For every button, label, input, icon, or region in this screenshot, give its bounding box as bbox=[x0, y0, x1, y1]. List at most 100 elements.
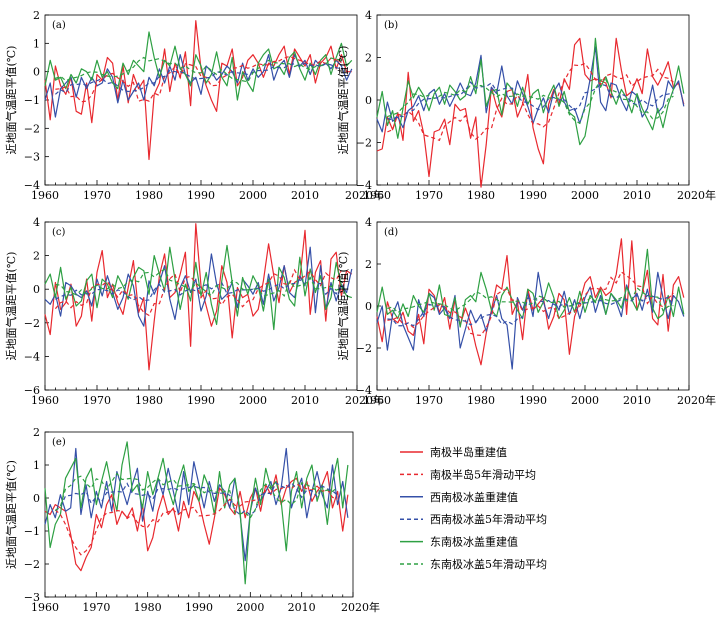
moving-average-line-red bbox=[55, 55, 342, 103]
y-axis-label: 近地面气温距平值(℃) bbox=[4, 460, 18, 569]
panel-label: (b) bbox=[384, 20, 398, 31]
y-tick-label: −6 bbox=[24, 384, 40, 397]
x-tick-label: 1990 bbox=[185, 601, 213, 614]
x-tick-label: 2020年 bbox=[345, 393, 384, 407]
x-tick-label: 2000 bbox=[239, 189, 267, 202]
moving-average-line-red bbox=[54, 268, 342, 317]
x-tick-label: 1960 bbox=[31, 189, 59, 202]
x-tick-label: 2000 bbox=[571, 189, 599, 202]
x-tick-label: 2000 bbox=[571, 394, 599, 407]
y-axis-label: 近地面气温距平值(℃) bbox=[336, 46, 350, 155]
x-tick-label: 1970 bbox=[83, 394, 111, 407]
moving-average-line-green bbox=[55, 268, 342, 298]
y-axis-label: 近地面气温距平值(℃) bbox=[4, 252, 18, 361]
series-line-blue bbox=[44, 246, 353, 327]
y-tick-label: −2 bbox=[24, 122, 40, 135]
legend-label: 南极半岛重建值 bbox=[430, 445, 507, 459]
legend-label: 东南极冰盖5年滑动平均 bbox=[430, 557, 547, 571]
series-line-green bbox=[376, 37, 685, 146]
y-tick-label: 4 bbox=[365, 216, 372, 229]
y-tick-label: −4 bbox=[356, 179, 372, 192]
moving-average-line-green bbox=[387, 78, 674, 125]
y-tick-label: −2 bbox=[356, 342, 372, 355]
x-tick-label: 2020年 bbox=[677, 393, 716, 407]
y-axis-label: 近地面气温距平值(℃) bbox=[336, 252, 350, 361]
moving-average-line-green bbox=[54, 472, 338, 519]
moving-average-line-red bbox=[387, 62, 674, 142]
x-tick-label: 2010 bbox=[288, 601, 316, 614]
y-tick-label: 1 bbox=[33, 37, 40, 50]
x-tick-label: 1970 bbox=[415, 189, 443, 202]
y-tick-label: 0 bbox=[365, 300, 372, 313]
x-tick-label: 2020年 bbox=[677, 188, 716, 202]
x-tick-label: 2020年 bbox=[345, 188, 384, 202]
x-tick-label: 1990 bbox=[519, 189, 547, 202]
x-tick-label: 1970 bbox=[82, 601, 110, 614]
y-tick-label: −4 bbox=[356, 384, 372, 397]
legend-label: 西南极冰盖5年滑动平均 bbox=[430, 512, 547, 526]
moving-average-line-green bbox=[55, 56, 342, 83]
moving-average-line-blue bbox=[55, 276, 342, 302]
y-tick-label: −4 bbox=[24, 350, 40, 363]
moving-average-line-blue bbox=[54, 481, 339, 516]
x-tick-label: 1980 bbox=[135, 189, 163, 202]
axes-frame bbox=[44, 14, 358, 186]
x-tick-label: 2000 bbox=[236, 601, 264, 614]
y-tick-label: −3 bbox=[24, 151, 40, 164]
axes-frame bbox=[376, 221, 690, 391]
series-line-green bbox=[44, 31, 353, 101]
y-tick-label: 2 bbox=[33, 9, 40, 22]
y-tick-label: 2 bbox=[365, 52, 372, 65]
y-tick-label: 1 bbox=[33, 459, 40, 472]
panel-label: (e) bbox=[52, 437, 66, 448]
legend-label: 西南极冰盖重建值 bbox=[430, 490, 518, 504]
x-tick-label: 1980 bbox=[135, 394, 163, 407]
y-tick-label: −4 bbox=[24, 179, 40, 192]
x-tick-label: 2020年 bbox=[341, 600, 380, 614]
y-axis-label: 近地面气温距平值(℃) bbox=[4, 46, 18, 155]
y-tick-label: 0 bbox=[365, 94, 372, 107]
y-tick-label: −3 bbox=[24, 591, 40, 604]
x-tick-label: 1970 bbox=[415, 394, 443, 407]
panel-label: (a) bbox=[52, 20, 66, 31]
panel-label: (d) bbox=[384, 227, 398, 238]
x-tick-label: 2010 bbox=[623, 394, 651, 407]
series-line-blue bbox=[376, 271, 685, 370]
x-tick-label: 1960 bbox=[363, 394, 391, 407]
series-line-red bbox=[376, 238, 685, 366]
x-tick-label: 2010 bbox=[291, 189, 319, 202]
y-tick-label: 2 bbox=[33, 426, 40, 439]
moving-average-line-blue bbox=[387, 294, 674, 327]
series-line-green bbox=[44, 244, 352, 331]
x-tick-label: 1970 bbox=[83, 189, 111, 202]
series-line-red bbox=[376, 37, 685, 188]
moving-average-line-green bbox=[387, 286, 674, 314]
legend: 南极半岛重建值南极半岛5年滑动平均西南极冰盖重建值西南极冰盖5年滑动平均东南极冰… bbox=[400, 445, 547, 571]
x-tick-label: 2000 bbox=[239, 394, 267, 407]
y-tick-label: 0 bbox=[33, 492, 40, 505]
x-tick-label: 1960 bbox=[31, 394, 59, 407]
x-tick-label: 1960 bbox=[363, 189, 391, 202]
x-tick-label: 2010 bbox=[623, 189, 651, 202]
y-tick-label: 4 bbox=[365, 9, 372, 22]
x-tick-label: 1980 bbox=[134, 601, 162, 614]
legend-label: 南极半岛5年滑动平均 bbox=[430, 467, 536, 481]
y-tick-label: −1 bbox=[24, 525, 40, 538]
series-line-green bbox=[376, 248, 685, 328]
x-tick-label: 1980 bbox=[467, 189, 495, 202]
x-tick-label: 1990 bbox=[187, 189, 215, 202]
y-tick-label: 0 bbox=[33, 283, 40, 296]
panel-label: (c) bbox=[52, 227, 66, 238]
y-tick-label: 4 bbox=[33, 216, 40, 229]
series-line-red bbox=[44, 20, 352, 161]
x-tick-label: 2010 bbox=[291, 394, 319, 407]
y-tick-label: −2 bbox=[24, 558, 40, 571]
y-tick-label: 2 bbox=[365, 258, 372, 271]
x-tick-label: 1990 bbox=[187, 394, 215, 407]
